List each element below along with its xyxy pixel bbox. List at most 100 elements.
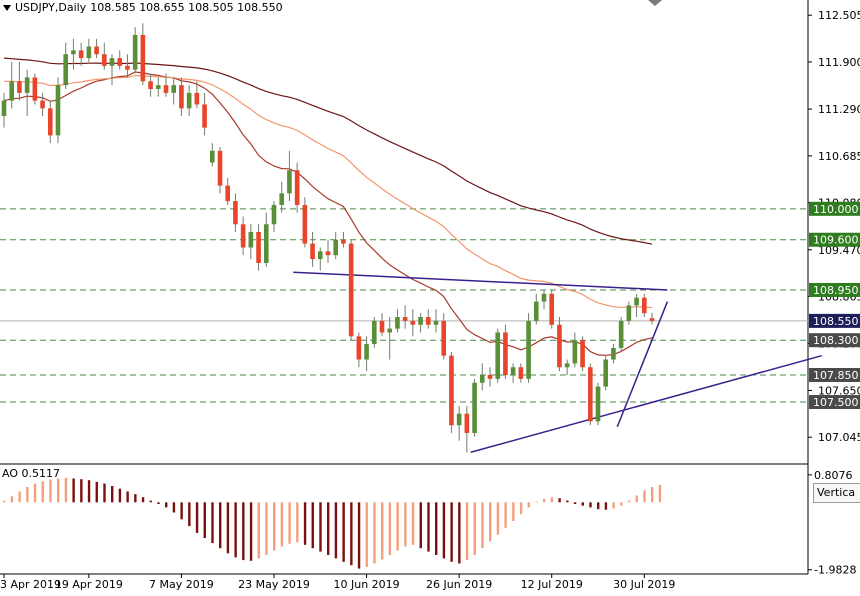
x-tick-label: 30 Jul 2019: [613, 578, 675, 591]
price-tag: [809, 313, 860, 328]
candle-body: [587, 367, 593, 422]
price-tag: [809, 232, 860, 247]
ao-bar: [334, 502, 338, 559]
ao-bar: [103, 483, 106, 503]
candle-body: [32, 77, 38, 101]
ao-bar: [234, 502, 237, 558]
ao-bar: [396, 502, 399, 551]
ao-bar: [373, 502, 376, 564]
ao-bar: [627, 500, 631, 503]
candle-body: [40, 100, 45, 109]
dropdown-arrow-icon[interactable]: [3, 4, 11, 11]
candle-body: [47, 108, 53, 136]
x-tick-label: 7 May 2019: [149, 578, 214, 591]
ao-value-label: AO 0.5117: [2, 467, 60, 480]
price-panel: [0, 0, 808, 463]
resistance-trendline[interactable]: [293, 271, 668, 291]
candle-layer: [1, 23, 655, 453]
candle-body: [433, 320, 439, 325]
ao-bar: [496, 502, 500, 535]
candle-body: [418, 317, 423, 325]
ao-bar: [157, 502, 160, 504]
candle-body: [233, 201, 238, 225]
candle-body: [71, 50, 76, 55]
ao-bar: [311, 502, 314, 549]
candle-body: [441, 320, 447, 356]
candle-body: [348, 243, 354, 337]
short-uptrend-line[interactable]: [616, 301, 669, 428]
ao-bar: [195, 502, 199, 533]
y-tick-label: 111.290: [818, 103, 860, 116]
candle-body: [634, 297, 639, 306]
ao-bar: [458, 502, 461, 564]
candle-body: [263, 224, 269, 263]
candle-body: [618, 320, 624, 348]
ao-bar: [504, 502, 507, 528]
ao-bar: [327, 502, 330, 555]
ao-bar: [3, 500, 6, 503]
ao-tick-label: 0.8076: [814, 469, 853, 482]
price-tag-label: 109.600: [813, 234, 859, 247]
ao-bar: [319, 502, 322, 552]
candle-body: [495, 332, 501, 379]
candle-body: [248, 232, 254, 248]
candle-body: [464, 413, 470, 433]
ao-bar: [527, 502, 530, 508]
ao-bar: [357, 502, 361, 569]
candle-body: [541, 293, 547, 302]
candle-body: [356, 336, 362, 360]
x-tick-label: 3 Apr 2019: [0, 578, 61, 591]
ao-bar: [365, 502, 368, 567]
candle-body: [78, 50, 84, 59]
ao-bar: [388, 502, 392, 555]
candle-body: [279, 193, 285, 205]
candle-body: [240, 224, 246, 248]
ao-bar: [172, 502, 176, 513]
candle-body: [580, 340, 585, 368]
y-tick-label: 109.470: [818, 244, 860, 257]
candle-body: [557, 324, 562, 368]
y-tick-label: 107.650: [818, 384, 860, 397]
ao-bar: [265, 502, 268, 555]
price-tag: [809, 282, 860, 297]
ao-bar: [489, 502, 492, 542]
candle-body: [287, 170, 292, 194]
ao-bar: [249, 502, 253, 561]
candle-body: [140, 34, 146, 82]
candle-body: [503, 332, 508, 375]
ao-bar: [57, 478, 60, 503]
ao-bar: [411, 502, 415, 545]
candle-body: [487, 374, 493, 379]
ao-bar: [658, 484, 662, 503]
candle-body: [564, 363, 570, 368]
candle-body: [63, 54, 69, 86]
price-tag-label: 107.500: [813, 396, 859, 409]
price-tag: [809, 201, 860, 216]
candle-body: [117, 58, 123, 66]
candle-body: [217, 150, 223, 186]
y-axis: 112.505111.900111.290110.685110.080109.4…: [808, 9, 860, 577]
x-tick-label: 10 Jun 2019: [333, 578, 399, 591]
ao-bar: [597, 502, 600, 510]
ao-bar: [473, 502, 476, 555]
ao-bar: [303, 502, 307, 545]
support-trendline[interactable]: [470, 354, 822, 453]
price-tag-label: 108.550: [813, 315, 859, 328]
candle-body: [572, 340, 578, 364]
ao-bar: [288, 502, 291, 544]
ao-bar: [226, 502, 230, 554]
y-tick-label: 110.685: [818, 150, 860, 163]
candle-body: [449, 355, 454, 426]
candle-body: [479, 374, 485, 383]
ao-layer: [3, 477, 662, 569]
candle-body: [641, 297, 647, 314]
ao-bar: [72, 478, 75, 503]
ao-bar: [566, 500, 569, 503]
price-tag: [809, 333, 860, 348]
candle-body: [526, 320, 531, 379]
candle-body: [86, 46, 92, 59]
candle-body: [101, 54, 107, 66]
scroll-marker-icon[interactable]: [648, 0, 662, 6]
